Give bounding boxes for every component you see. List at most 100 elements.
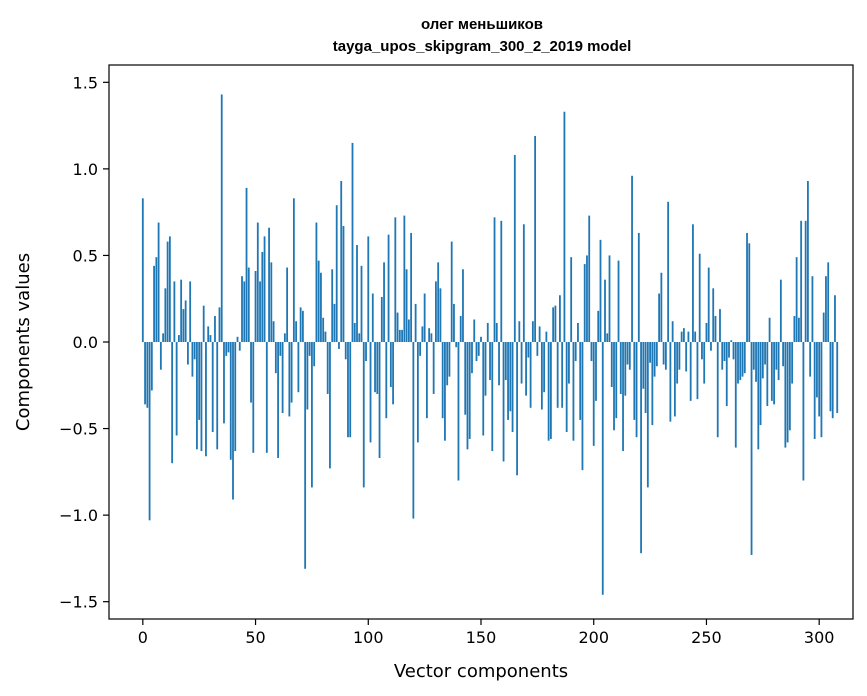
bar-181 bbox=[549, 342, 552, 439]
bar-163 bbox=[509, 342, 512, 412]
bar-253 bbox=[712, 288, 715, 342]
bar-207 bbox=[608, 255, 611, 342]
bar-240 bbox=[683, 328, 685, 342]
bar-192 bbox=[574, 342, 577, 362]
chart-subtitle: tayga_upos_skipgram_300_2_2019 model bbox=[333, 38, 632, 55]
bar-138 bbox=[453, 303, 455, 342]
bar-33 bbox=[216, 342, 219, 450]
bar-203 bbox=[599, 239, 602, 342]
plot-frame bbox=[108, 64, 854, 620]
bar-250 bbox=[705, 322, 708, 342]
bar-167 bbox=[518, 321, 521, 342]
bar-243 bbox=[689, 342, 692, 401]
bar-256 bbox=[719, 309, 721, 342]
bar-36 bbox=[223, 342, 225, 424]
bar-214 bbox=[624, 342, 627, 396]
bar-71 bbox=[301, 310, 304, 342]
bar-303 bbox=[825, 276, 827, 342]
bar-246 bbox=[696, 342, 699, 400]
y-tick-label: −0.5 bbox=[59, 420, 98, 439]
bar-189 bbox=[568, 342, 570, 384]
bar-52 bbox=[259, 281, 261, 342]
bar-110 bbox=[389, 342, 392, 388]
bar-64 bbox=[286, 267, 289, 342]
bar-169 bbox=[522, 224, 525, 342]
bar-118 bbox=[407, 319, 410, 342]
bar-288 bbox=[791, 342, 794, 384]
bar-210 bbox=[615, 342, 618, 419]
bar-46 bbox=[245, 187, 248, 342]
bar-65 bbox=[288, 342, 291, 417]
y-tick-label: 1.0 bbox=[73, 160, 98, 179]
bar-289 bbox=[793, 316, 796, 342]
bar-4 bbox=[150, 342, 153, 391]
bar-86 bbox=[335, 205, 338, 342]
bar-124 bbox=[421, 326, 424, 342]
bar-188 bbox=[565, 342, 568, 433]
bar-56 bbox=[268, 227, 270, 342]
bar-39 bbox=[229, 342, 232, 460]
bar-176 bbox=[538, 326, 541, 342]
bar-198 bbox=[588, 215, 591, 342]
bar-72 bbox=[304, 342, 307, 569]
bar-296 bbox=[809, 342, 812, 377]
bar-91 bbox=[347, 342, 349, 438]
bar-171 bbox=[527, 342, 530, 358]
bars bbox=[141, 94, 839, 595]
x-tick-label: 300 bbox=[804, 628, 835, 647]
bar-31 bbox=[211, 342, 214, 433]
bar-6 bbox=[155, 257, 158, 342]
bar-144 bbox=[466, 342, 469, 450]
bar-294 bbox=[804, 220, 807, 342]
bar-261 bbox=[730, 340, 733, 342]
bar-222 bbox=[642, 342, 645, 389]
bar-162 bbox=[507, 342, 509, 420]
bar-274 bbox=[759, 342, 762, 426]
bar-159 bbox=[500, 220, 503, 342]
bar-184 bbox=[556, 342, 559, 408]
bar-101 bbox=[369, 342, 372, 443]
bar-55 bbox=[265, 342, 268, 453]
bar-22 bbox=[191, 342, 194, 377]
bar-259 bbox=[725, 342, 728, 407]
bar-263 bbox=[734, 342, 737, 448]
bar-276 bbox=[764, 342, 766, 365]
y-axis-ticks: −1.5 −1.0 −0.5 0.0 0.5 1.0 1.5 bbox=[59, 73, 109, 612]
x-axis-ticks: 0 50 100 150 200 250 300 bbox=[138, 619, 835, 647]
bar-218 bbox=[633, 342, 636, 420]
bar-179 bbox=[545, 331, 548, 342]
bar-281 bbox=[775, 342, 778, 370]
bar-265 bbox=[739, 342, 742, 381]
bar-255 bbox=[716, 342, 719, 438]
bar-66 bbox=[290, 342, 293, 403]
bar-166 bbox=[516, 342, 518, 476]
bar-7 bbox=[157, 222, 160, 342]
bar-220 bbox=[637, 232, 640, 342]
bar-61 bbox=[279, 342, 282, 356]
bar-229 bbox=[658, 293, 661, 342]
bar-273 bbox=[757, 342, 760, 450]
bar-15 bbox=[175, 342, 178, 436]
bar-291 bbox=[797, 317, 800, 342]
bar-264 bbox=[737, 342, 739, 384]
bar-197 bbox=[586, 255, 588, 342]
bar-90 bbox=[344, 342, 347, 360]
bar-235 bbox=[671, 321, 674, 342]
bar-157 bbox=[495, 322, 498, 342]
bar-98 bbox=[362, 342, 365, 488]
bar-18 bbox=[182, 309, 185, 342]
bar-292 bbox=[800, 220, 803, 342]
bar-297 bbox=[811, 276, 814, 342]
bar-221 bbox=[640, 342, 642, 554]
bar-208 bbox=[610, 342, 613, 388]
bar-40 bbox=[232, 342, 234, 500]
bar-96 bbox=[358, 333, 361, 342]
bar-270 bbox=[750, 342, 753, 555]
bar-102 bbox=[371, 293, 374, 342]
bar-107 bbox=[383, 262, 385, 342]
bar-241 bbox=[685, 342, 688, 372]
bar-122 bbox=[416, 342, 419, 443]
bar-103 bbox=[374, 342, 376, 393]
bar-178 bbox=[543, 342, 546, 393]
bar-94 bbox=[353, 322, 356, 342]
